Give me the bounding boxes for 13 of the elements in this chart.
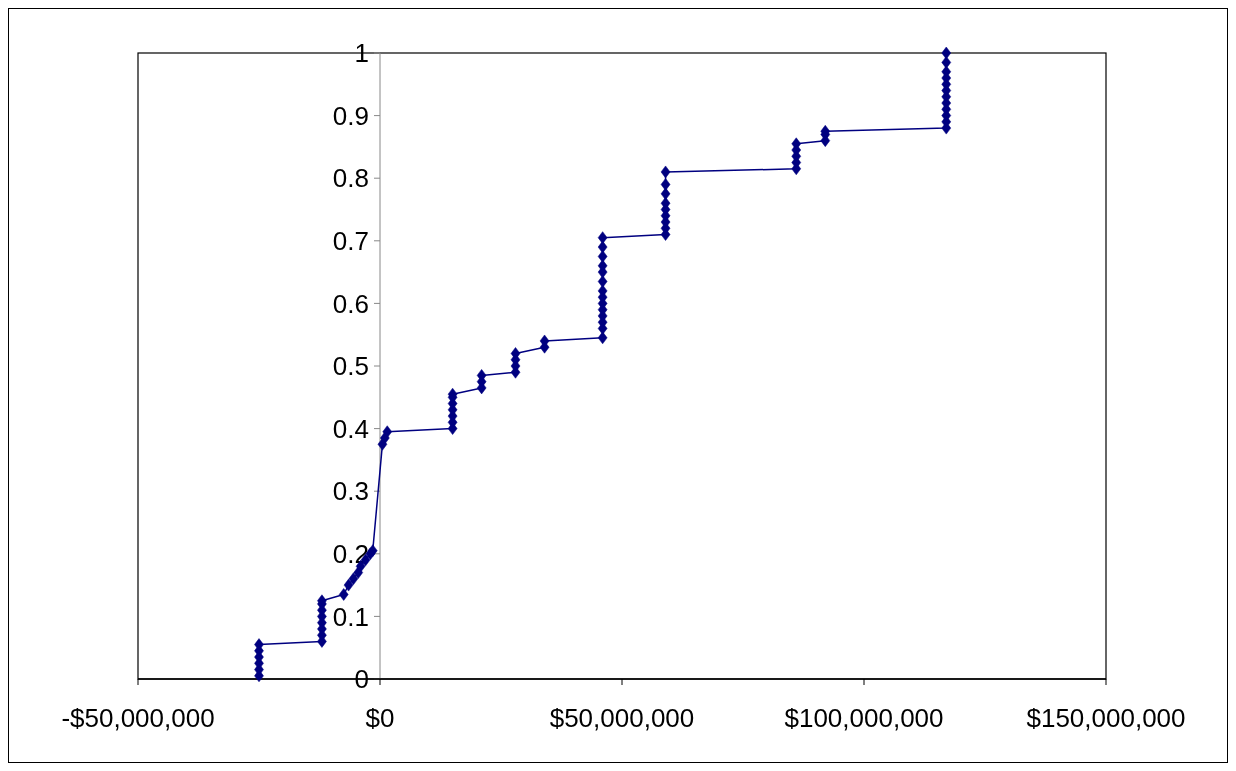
x-tick-label: $0 [365, 703, 395, 733]
x-tick-label: $150,000,000 [1026, 703, 1186, 733]
y-tick-label: 0.3 [332, 476, 369, 507]
x-tick-label: -$50,000,000 [61, 703, 215, 733]
y-tick-label: 0.5 [332, 351, 369, 382]
y-tick-label: 0.1 [332, 601, 369, 632]
x-tick-label: $100,000,000 [784, 703, 944, 733]
y-tick-label: 0.9 [332, 100, 369, 131]
y-tick-label: 0.7 [332, 225, 369, 256]
y-tick-label: 0.4 [332, 413, 369, 444]
x-tick-label: $50,000,000 [549, 703, 695, 733]
y-tick-label: 0.8 [332, 163, 369, 194]
y-tick-label: 0.6 [332, 288, 369, 319]
